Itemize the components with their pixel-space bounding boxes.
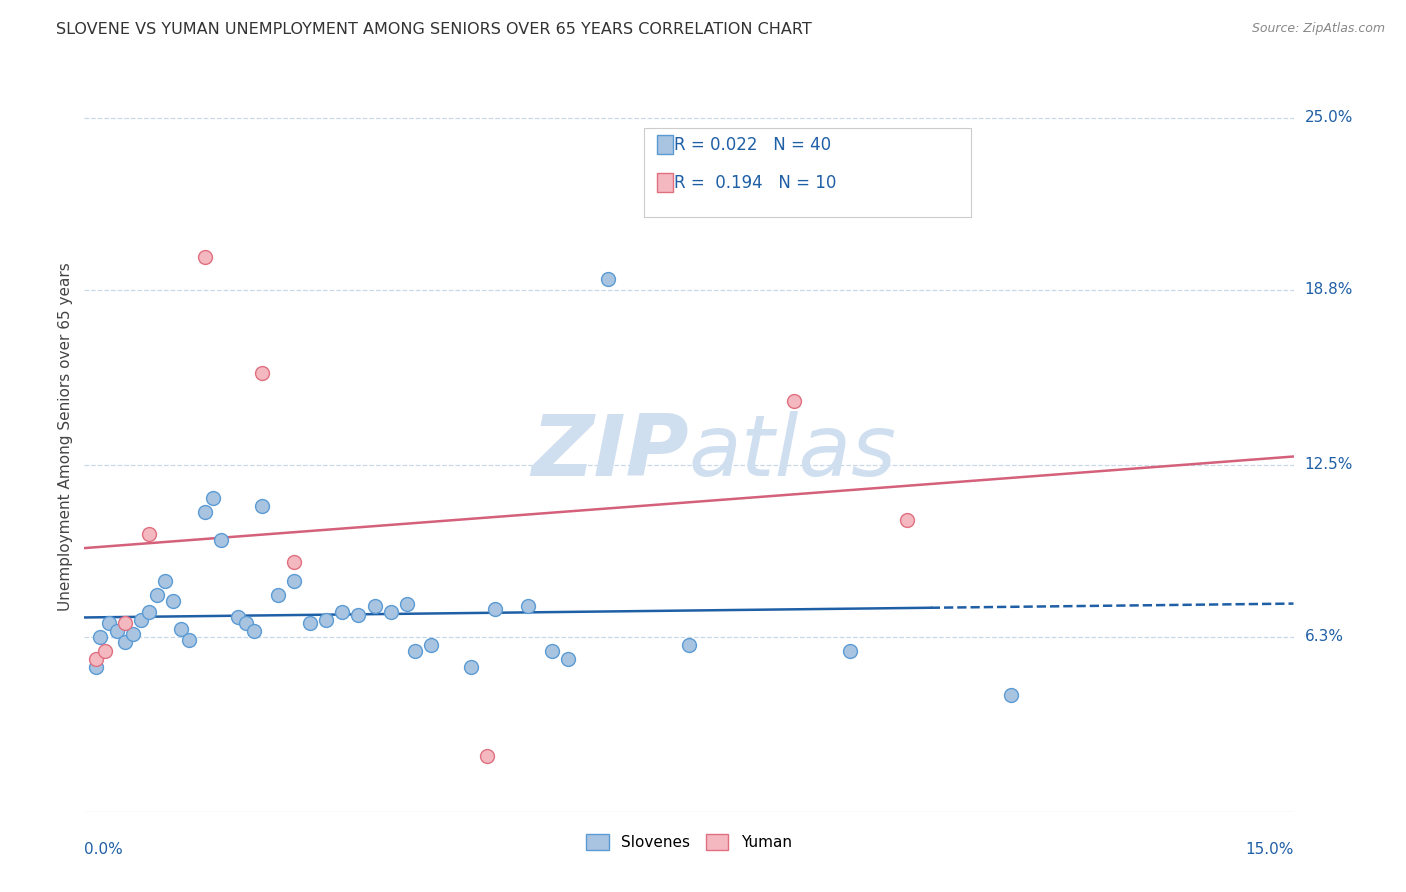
Text: R = 0.022   N = 40: R = 0.022 N = 40 <box>673 136 831 153</box>
Legend: Slovenes, Yuman: Slovenes, Yuman <box>581 829 797 856</box>
Slovenes <box>105 624 128 639</box>
Slovenes <box>678 638 700 652</box>
Slovenes <box>267 588 290 602</box>
Text: 18.8%: 18.8% <box>1305 283 1353 298</box>
Text: 25.0%: 25.0% <box>1305 111 1353 126</box>
Slovenes <box>460 660 482 674</box>
Text: Source: ZipAtlas.com: Source: ZipAtlas.com <box>1251 22 1385 36</box>
Yuman <box>114 615 136 630</box>
Slovenes <box>395 597 418 611</box>
Slovenes <box>202 491 225 505</box>
Slovenes <box>129 613 152 627</box>
Slovenes <box>114 635 136 649</box>
Slovenes <box>162 594 184 608</box>
Text: SLOVENE VS YUMAN UNEMPLOYMENT AMONG SENIORS OVER 65 YEARS CORRELATION CHART: SLOVENE VS YUMAN UNEMPLOYMENT AMONG SENI… <box>56 22 813 37</box>
Slovenes <box>170 622 193 636</box>
Slovenes <box>347 607 370 622</box>
Slovenes <box>380 605 402 619</box>
Slovenes <box>484 602 506 616</box>
Slovenes <box>209 533 232 547</box>
Slovenes <box>121 627 143 641</box>
Slovenes <box>86 660 108 674</box>
Slovenes <box>194 505 217 519</box>
Text: 15.0%: 15.0% <box>1246 842 1294 857</box>
Slovenes <box>153 574 176 589</box>
Slovenes <box>598 272 620 286</box>
Text: R =  0.194   N = 10: R = 0.194 N = 10 <box>673 174 837 192</box>
Yuman <box>86 652 108 666</box>
Slovenes <box>404 644 426 658</box>
Slovenes <box>242 624 264 639</box>
Slovenes <box>299 615 322 630</box>
Slovenes <box>179 632 201 647</box>
Slovenes <box>839 644 862 658</box>
Slovenes <box>89 630 111 644</box>
Text: 12.5%: 12.5% <box>1305 458 1353 473</box>
Text: ZIP: ZIP <box>531 410 689 493</box>
Text: atlas: atlas <box>689 410 897 493</box>
Yuman <box>93 644 115 658</box>
Slovenes <box>226 610 249 624</box>
Slovenes <box>146 588 169 602</box>
Text: 6.3%: 6.3% <box>1305 630 1344 644</box>
Y-axis label: Unemployment Among Seniors over 65 years: Unemployment Among Seniors over 65 years <box>58 263 73 611</box>
Slovenes <box>420 638 443 652</box>
Slovenes <box>516 599 538 614</box>
Yuman <box>783 394 806 409</box>
Slovenes <box>557 652 579 666</box>
Slovenes <box>235 615 257 630</box>
Yuman <box>477 749 499 764</box>
Slovenes <box>541 644 564 658</box>
Yuman <box>896 513 918 527</box>
Slovenes <box>1000 688 1022 702</box>
Slovenes <box>250 500 273 514</box>
Slovenes <box>315 613 337 627</box>
Slovenes <box>283 574 305 589</box>
Yuman <box>194 250 217 264</box>
Slovenes <box>330 605 353 619</box>
Slovenes <box>363 599 385 614</box>
Slovenes <box>97 615 120 630</box>
Slovenes <box>138 605 160 619</box>
Yuman <box>138 527 160 541</box>
Text: 0.0%: 0.0% <box>84 842 124 857</box>
Yuman <box>283 555 305 569</box>
Yuman <box>250 366 273 380</box>
